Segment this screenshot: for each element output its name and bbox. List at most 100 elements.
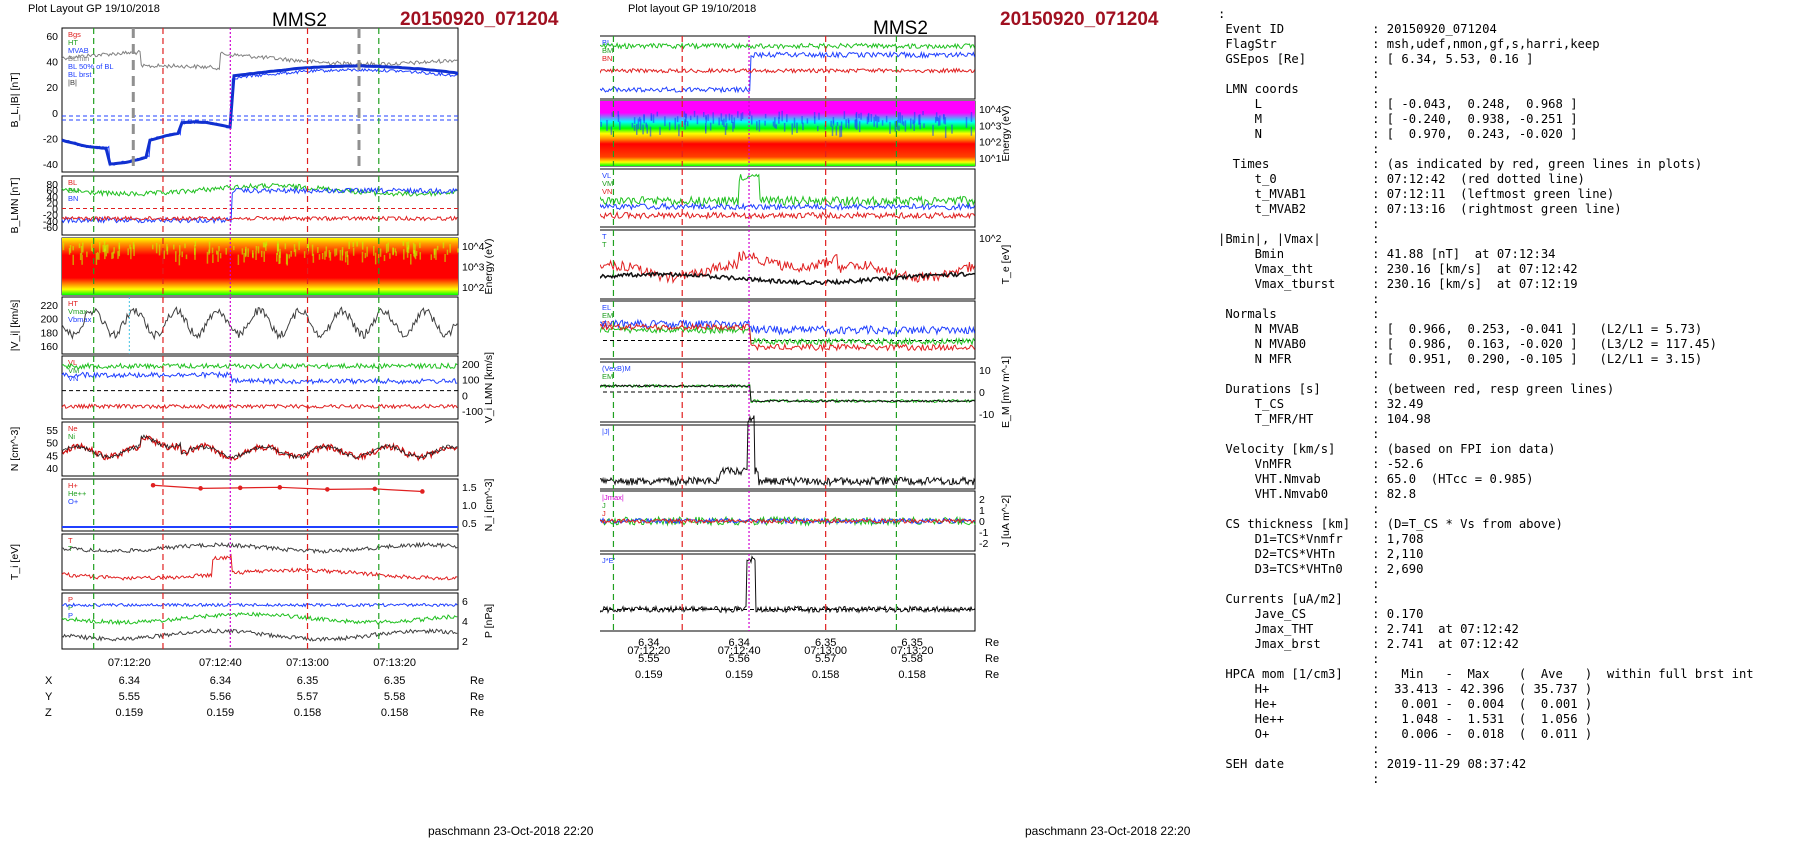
spectrogram-speck (912, 119, 914, 125)
legend-entry: HT (68, 38, 78, 47)
spectrogram-speck (764, 113, 767, 119)
spectrogram-speck (611, 112, 613, 117)
spectrogram-speck (918, 114, 920, 125)
info-line: Jmax_THT : 2.741 at 07:12:42 (1218, 622, 1519, 636)
spectrogram-speck (415, 250, 418, 256)
spectrogram-speck (247, 248, 249, 257)
spectrogram-speck (262, 242, 265, 248)
vm-trace (61, 362, 458, 370)
info-line: VHT.Nmvab : 65.0 (HTcc = 0.985) (1218, 472, 1534, 486)
spectrogram-speck (704, 126, 707, 134)
info-line: : (1218, 427, 1380, 441)
spectrogram-speck (802, 122, 804, 131)
spectrogram-speck (402, 241, 405, 246)
info-line: Vmax_tburst : 230.16 [km/s] at 07:12:19 (1218, 277, 1578, 291)
spectrogram-speck (923, 123, 925, 128)
spectrogram-speck (778, 111, 780, 119)
position-axis-label: Y (45, 691, 53, 703)
te-perp-trace (600, 250, 976, 285)
spectrogram-speck (194, 240, 197, 247)
spectrogram-speck (686, 121, 689, 127)
position-value: 6.34 (210, 675, 231, 687)
jl-trace (600, 517, 976, 525)
info-line: T_MFR/HT : 104.98 (1218, 412, 1431, 426)
spectrogram-speck (756, 121, 758, 131)
info-line: Times : (as indicated by red, green line… (1218, 157, 1703, 171)
spectrogram-speck (225, 248, 227, 255)
position-unit: Re (470, 707, 484, 719)
spectrogram-speck (334, 248, 336, 257)
spectrogram-speck (92, 247, 94, 252)
legend-entry: BL brst (68, 70, 92, 79)
info-line: N MVAB0 : [ 0.986, 0.163, -0.020 ] (L3/L… (1218, 337, 1717, 351)
he-plus-plus-point (150, 482, 156, 488)
info-line: He++ : 1.048 - 1.531 ( 1.056 ) (1218, 712, 1593, 726)
spectrogram-speck (796, 122, 798, 134)
spectrogram-speck (866, 116, 869, 125)
spectrogram-speck (339, 249, 342, 261)
info-line: He+ : 0.001 - 0.004 ( 0.001 ) (1218, 697, 1593, 711)
spectrogram-speck (775, 124, 778, 130)
spectrogram-speck (606, 119, 608, 131)
spectrogram-speck (636, 124, 638, 135)
spectrogram-speck (208, 249, 210, 255)
spectrogram-speck (277, 243, 280, 252)
spectrogram-speck (96, 251, 99, 260)
position-value: 6.34 (728, 637, 749, 649)
spectrogram-speck (276, 253, 278, 262)
panel-frame (600, 168, 976, 228)
position-value: 0.159 (725, 669, 753, 681)
spectrogram-speck (919, 123, 921, 130)
spectrogram-speck (347, 254, 349, 265)
legend-entry: VN (68, 374, 78, 383)
spectrogram-speck (79, 253, 82, 261)
spectrogram-speck (80, 245, 83, 255)
spectrogram-speck (243, 252, 245, 263)
spectrogram-speck (741, 112, 744, 120)
legend-entry: BL (68, 178, 77, 187)
spectrogram-speck (118, 245, 121, 257)
bn-trace (600, 67, 976, 74)
spectrogram-speck (659, 126, 661, 135)
panel-ylabel: N_i [cm^-3] (483, 479, 495, 532)
info-line: N MVAB : [ 0.966, 0.253, -0.041 ] (L2/L1… (1218, 322, 1703, 336)
spectrogram-speck (317, 247, 319, 253)
info-line: D2=TCS*VHTn : 2,110 (1218, 547, 1424, 561)
panel-frame (600, 229, 976, 300)
panel-frame (61, 175, 459, 236)
legend-entry: T (68, 536, 73, 545)
ytick-label: 100 (462, 375, 480, 387)
spectrogram-speck (772, 121, 775, 127)
spectrogram-speck (944, 126, 947, 139)
p-th-trace (61, 611, 458, 626)
panel-ylabel: Energy (eV) (1000, 105, 1012, 161)
spectrogram-speck (127, 248, 129, 256)
spectrogram-speck (774, 117, 776, 128)
time-tick-label: 07:13:20 (891, 645, 934, 657)
spectrogram-speck (725, 123, 728, 130)
event-info-block: : Event ID : 20150920_071204 FlagStr : m… (1218, 7, 1754, 787)
spectrogram-speck (656, 111, 659, 117)
middle-event-title: 20150920_071204 (1000, 9, 1159, 30)
panel-frame (600, 553, 976, 632)
position-value: 6.35 (901, 637, 922, 649)
position-value: 5.58 (901, 653, 922, 665)
info-line: : (1218, 67, 1380, 81)
panel-frame (61, 533, 459, 591)
legend-entry: VM (602, 179, 613, 188)
legend-entry: BN (602, 54, 612, 63)
spectrogram-speck (731, 114, 733, 124)
spectrogram-speck (693, 110, 696, 118)
spectrogram-speck (104, 248, 106, 260)
energy-spectrogram (600, 101, 975, 166)
legend-entry: Vmax (68, 307, 87, 316)
spectrogram-speck (712, 112, 714, 119)
position-value: 6.34 (119, 675, 140, 687)
spectrogram-speck (676, 116, 679, 123)
spectrogram-speck (668, 122, 671, 131)
legend-entry: VL (68, 358, 77, 367)
t-perp-trace (61, 553, 458, 581)
